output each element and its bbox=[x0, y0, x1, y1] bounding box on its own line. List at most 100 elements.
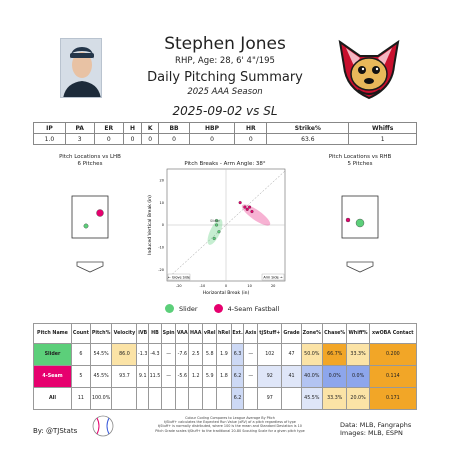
stat-header: H bbox=[122, 122, 143, 134]
y-tick-label: 0 bbox=[162, 223, 164, 227]
pitch-dot bbox=[345, 217, 351, 223]
break-point bbox=[243, 205, 247, 209]
glove-side-box bbox=[167, 273, 191, 281]
image-source: Images: MLB, ESPN bbox=[340, 429, 403, 437]
arm-side-label: Arm Side → bbox=[263, 275, 282, 279]
pitch-cell: 0.0% bbox=[321, 365, 348, 388]
pitch-cell bbox=[188, 387, 204, 410]
stat-value: 0 bbox=[122, 133, 143, 145]
pitch-header-row: Pitch Name Count Pitch% Velocity iVB HB … bbox=[33, 323, 418, 344]
rhb-location-plot bbox=[341, 195, 379, 273]
data-source: Data: MLB, Fangraphs bbox=[340, 421, 412, 429]
pitch-cell: 1.9 bbox=[216, 343, 232, 366]
home-plate bbox=[76, 261, 104, 273]
pitch-cell: 100.0% bbox=[89, 387, 113, 410]
player-info: RHP, Age: 28, 6' 4"/195 bbox=[175, 56, 275, 66]
x-tick-label: 10 bbox=[247, 284, 251, 288]
pitch-cell: 6 bbox=[71, 343, 91, 366]
pitch-cell: 45.5% bbox=[300, 387, 323, 410]
lhb-subtitle: 6 Pitches bbox=[77, 161, 103, 167]
lhb-chart-title: Pitch Locations vs LHB 6 Pitches bbox=[40, 154, 140, 168]
x-axis-ticks: -20 -10 0 10 20 bbox=[176, 284, 275, 288]
y-tick-label: -20 bbox=[158, 268, 164, 272]
pitch-cell: 33.3% bbox=[321, 387, 348, 410]
pitch-cell: 50.0% bbox=[300, 343, 323, 366]
team-logo bbox=[334, 36, 404, 102]
pitch-col-header: Axis bbox=[243, 323, 259, 344]
break-point bbox=[215, 218, 219, 223]
pitch-dot bbox=[83, 223, 89, 229]
pitch-cell: 86.0 bbox=[111, 343, 138, 366]
rhb-subtitle: 5 Pitches bbox=[347, 161, 373, 167]
pitch-cell: 0.0% bbox=[346, 365, 370, 388]
x-tick-label: 20 bbox=[271, 284, 275, 288]
fastball-ellipse bbox=[241, 204, 271, 226]
x-tick-label: 0 bbox=[225, 284, 227, 288]
stat-value: 0 bbox=[158, 133, 190, 145]
rhb-title: Pitch Locations vs RHB bbox=[328, 154, 392, 160]
pitch-cell: -7.6 bbox=[175, 343, 190, 366]
pitch-cell bbox=[175, 387, 190, 410]
pitch-cell: 11.5 bbox=[147, 365, 162, 388]
pitch-cell: 2.5 bbox=[188, 343, 204, 366]
break-point bbox=[215, 223, 219, 227]
pitch-cell: — bbox=[243, 343, 259, 366]
lhb-title: Pitch Locations vs LHB bbox=[59, 154, 121, 160]
stat-value: 1 bbox=[348, 133, 417, 145]
home-plate bbox=[346, 261, 374, 273]
footer-note: Colour Coding Compares to League Average… bbox=[185, 416, 275, 420]
stat-header: IP bbox=[33, 122, 66, 134]
data-sources: Data: MLB, Fangraphs Images: MLB, ESPN bbox=[340, 421, 411, 437]
pitch-cell bbox=[202, 387, 218, 410]
stat-value: 1.0 bbox=[33, 133, 66, 145]
y-tick-label: 10 bbox=[160, 201, 164, 205]
lhb-location-plot bbox=[71, 195, 109, 273]
gridlines bbox=[167, 169, 285, 281]
pitch-cell bbox=[281, 387, 302, 410]
pitch-cell: 0.114 bbox=[368, 365, 418, 388]
pitch-cell: 1.8 bbox=[216, 365, 232, 388]
pitch-col-header: Pitch% bbox=[89, 323, 113, 344]
game-stats-table: IP PA ER H K BB HBP HR Strike% Whiffs 1.… bbox=[33, 122, 417, 145]
pitch-cell: 6.3 bbox=[230, 343, 245, 366]
stat-header: BB bbox=[158, 122, 190, 134]
breaks-chart-title: Pitch Breaks - Arm Angle: 38° bbox=[184, 161, 266, 167]
pitch-col-header: Velocity bbox=[111, 323, 138, 344]
pitch-legend: Slider 4-Seam Fastball bbox=[165, 304, 295, 318]
pitch-cell: — bbox=[243, 365, 259, 388]
x-tick-label: -10 bbox=[200, 284, 206, 288]
legend-swatch bbox=[165, 304, 174, 313]
stat-header: HBP bbox=[188, 122, 236, 134]
break-point bbox=[217, 230, 221, 234]
pitch-cell: 6.2 bbox=[230, 387, 245, 410]
player-headshot bbox=[60, 38, 102, 98]
pitch-cell: 6.2 bbox=[230, 365, 245, 388]
x-tick-label: -20 bbox=[176, 284, 182, 288]
break-point bbox=[248, 205, 252, 209]
stat-header: K bbox=[141, 122, 160, 134]
footer-note: Pitch Grade scales tjStuff+ to the tradi… bbox=[155, 428, 305, 433]
stat-header: PA bbox=[64, 122, 95, 134]
pitch-row-fastball: 4-Seam 5 45.5% 93.7 9.1 11.5 — -5.6 1.2 … bbox=[33, 365, 418, 388]
report-title: Daily Pitching Summary bbox=[147, 70, 303, 85]
arm-angle-line bbox=[166, 170, 286, 280]
break-point bbox=[238, 201, 242, 205]
y-tick-label: 20 bbox=[160, 178, 164, 182]
stats-header-row: IP PA ER H K BB HBP HR Strike% Whiffs bbox=[33, 122, 417, 134]
stat-value: 0 bbox=[93, 133, 124, 145]
pitch-cell: 0.171 bbox=[368, 387, 418, 410]
pitch-col-header: xwOBA Contact bbox=[368, 323, 418, 344]
pitch-cell: -1.3 bbox=[136, 343, 149, 366]
pitch-name-cell: 4-Seam bbox=[33, 365, 72, 388]
pitch-cell: 66.7% bbox=[321, 343, 348, 366]
break-point bbox=[250, 210, 254, 214]
pitch-row-slider: Slider 6 54.5% 86.0 -1.3 -4.3 — -7.6 2.5… bbox=[33, 343, 418, 366]
pitch-col-header: iVB bbox=[136, 323, 149, 344]
pitch-name-cell: All bbox=[33, 387, 72, 410]
pitch-cell: 47 bbox=[281, 343, 302, 366]
pitch-cell: 0.200 bbox=[368, 343, 418, 366]
stat-header: Strike% bbox=[266, 122, 350, 134]
stat-value: 63.6 bbox=[266, 133, 350, 145]
y-axis-ticks: 20 10 0 -10 -20 bbox=[158, 178, 164, 272]
pitch-cell: -5.6 bbox=[175, 365, 190, 388]
